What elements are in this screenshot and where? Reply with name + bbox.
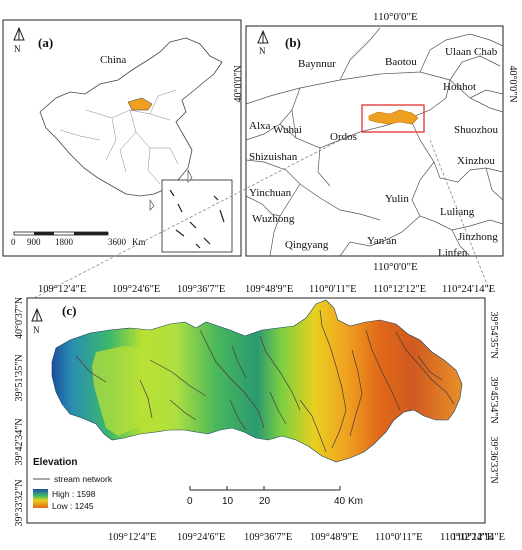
scale-a-tick-3: 3600 (108, 237, 127, 247)
city-label: Baotou (385, 56, 417, 68)
city-label: Ulaan Chab (445, 46, 498, 58)
left-tick-label: 40°0'37"N (14, 297, 25, 339)
panel-c-top-ticks: 109°12'4"E 109°24'6"E 109°36'7"E 109°48'… (38, 284, 495, 295)
city-label: Luliang (440, 206, 475, 218)
city-label: Yinchuan (249, 187, 292, 199)
china-outline (39, 37, 223, 197)
scale-a-tick-1: 900 (27, 237, 41, 247)
scale-a-tick-0: 0 (11, 237, 16, 247)
legend-low: Low : 1245 (52, 501, 94, 511)
top-tick-label: 110°0'11"E (309, 284, 357, 295)
study-area-box (361, 104, 425, 133)
scale-c-unit: Km (348, 496, 363, 507)
panel-b-left-coord: 40°0'0"N (233, 65, 244, 102)
top-tick-label: 109°24'6"E (112, 284, 160, 295)
left-tick-label: 39°51'35"N (14, 354, 25, 401)
scale-c-tick-0: 0 (187, 496, 193, 507)
panel-b: 110°0'0"E 110°0'0"E 40°0'0"N 40°0'0"N (b… (233, 11, 518, 273)
top-tick-label: 109°48'9"E (245, 284, 293, 295)
north-label-b: N (259, 46, 266, 56)
scale-bar-c: 0 10 20 40 Km (187, 486, 363, 507)
panel-a-label: (a) (38, 35, 53, 50)
panel-c-bottom-ticks: 109°12'4"E 109°24'6"E 109°36'7"E 109°48'… (108, 532, 505, 543)
north-label-a: N (14, 44, 21, 54)
south-china-sea-inset (161, 179, 233, 253)
city-label: Linfen (438, 247, 468, 259)
island-marks (169, 189, 225, 249)
study-area-b (368, 109, 419, 125)
right-tick-label: 39°54'35"N (488, 311, 499, 358)
scale-bar-a: 0 900 1800 3600 Km (11, 231, 146, 247)
legend-color-ramp (33, 489, 48, 508)
study-area-a (127, 97, 153, 111)
panel-b-bottom-coord: 110°0'0"E (373, 261, 418, 273)
legend-high: High : 1598 (52, 489, 96, 499)
city-label: Yan'an (367, 235, 397, 247)
stream-network (75, 309, 455, 453)
scale-c-tick-3: 40 (334, 496, 346, 507)
scale-c-tick-2: 20 (259, 496, 271, 507)
bottom-tick-label: 110°12'12"E (440, 532, 493, 543)
city-label: Xinzhou (457, 155, 495, 167)
city-label: Yulin (385, 193, 409, 205)
panel-a: (a) N China 0 900 1800 3600 Km (2, 19, 242, 257)
right-tick-label: 39°45'34"N (488, 376, 499, 423)
panel-b-label: (b) (285, 35, 301, 50)
city-label: Wuhai (273, 124, 302, 136)
panel-c-right-ticks: 39°54'35"N 39°45'34"N 39°36'33"N (488, 311, 499, 483)
bottom-tick-label: 109°48'9"E (310, 532, 358, 543)
top-tick-label: 109°36'7"E (177, 284, 225, 295)
bottom-tick-label: 110°24'14"E (452, 532, 505, 543)
admin-boundaries (245, 27, 504, 257)
panel-b-right-coord: 40°0'0"N (507, 65, 518, 102)
dem-elevation-map (51, 299, 463, 463)
scale-c-tick-1: 10 (222, 496, 234, 507)
legend: Elevation stream network High : 1598 Low… (33, 457, 113, 511)
panel-c-left-ticks: 40°0'37"N 39°51'35"N 39°42'34"N 39°33'32… (14, 297, 25, 527)
bottom-tick-label: 109°24'6"E (177, 532, 225, 543)
scale-a-unit: Km (132, 237, 146, 247)
city-label: Alxa (249, 120, 271, 132)
connector-line-right (429, 139, 491, 293)
legend-title: Elevation (33, 457, 77, 468)
north-arrow-icon (31, 307, 43, 322)
city-label: Hohhot (443, 81, 476, 93)
bottom-tick-label: 110°0'11"E (375, 532, 423, 543)
city-label: Shuozhou (454, 124, 499, 136)
plain-patch (92, 346, 158, 436)
city-label: Qingyang (285, 239, 329, 251)
right-tick-label: 39°36'33"N (488, 436, 499, 483)
city-label: Ordos (330, 131, 357, 143)
china-label: China (100, 54, 126, 66)
top-tick-label: 110°12'12"E (373, 284, 426, 295)
province-lines (59, 89, 179, 185)
bottom-tick-label: 109°36'7"E (244, 532, 292, 543)
city-label: Jinzhong (458, 231, 498, 243)
panel-c-label: (c) (62, 303, 76, 318)
city-label: Wuzhong (252, 213, 295, 225)
city-label: Shizuishan (249, 151, 298, 163)
left-tick-label: 39°42'34"N (14, 418, 25, 465)
left-tick-label: 39°33'32"N (14, 479, 25, 526)
panel-b-top-coord: 110°0'0"E (373, 11, 418, 23)
north-label-c: N (33, 325, 40, 335)
city-label: Baynnur (298, 58, 336, 70)
top-tick-label: 109°12'4"E (38, 284, 86, 295)
north-arrow-icon (13, 26, 25, 41)
top-tick-label: 110°24'14"E (442, 284, 495, 295)
bottom-tick-label: 109°12'4"E (108, 532, 156, 543)
north-arrow-icon (257, 29, 269, 44)
legend-stream: stream network (54, 474, 113, 484)
scale-a-tick-2: 1800 (55, 237, 74, 247)
panel-c: 109°12'4"E 109°24'6"E 109°36'7"E 109°48'… (14, 284, 505, 543)
